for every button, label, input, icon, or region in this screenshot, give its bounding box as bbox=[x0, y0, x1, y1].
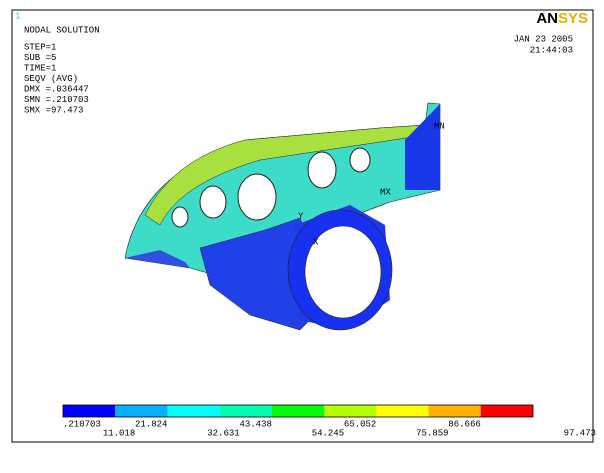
result-title: NODAL SOLUTION bbox=[24, 25, 100, 35]
legend-label: 75.859 bbox=[416, 428, 448, 438]
legend-frame bbox=[62, 404, 534, 418]
legend-band bbox=[324, 405, 377, 417]
time: 21:44:03 bbox=[530, 45, 573, 55]
hole bbox=[307, 151, 337, 189]
date: JAN 23 2005 bbox=[514, 34, 573, 44]
hole bbox=[237, 173, 277, 221]
info-line: TIME=1 bbox=[24, 63, 56, 73]
logo-suffix: SYS bbox=[558, 10, 588, 27]
hole bbox=[199, 185, 227, 219]
cylinder-bore bbox=[304, 225, 382, 319]
legend-label: .210703 bbox=[63, 419, 101, 429]
legend-band bbox=[63, 405, 116, 417]
legend-band bbox=[167, 405, 220, 417]
legend-label: 43.438 bbox=[239, 419, 271, 429]
info-line: SUB =5 bbox=[24, 53, 56, 63]
legend-band bbox=[115, 405, 168, 417]
hole bbox=[349, 147, 371, 173]
tab bbox=[405, 104, 440, 190]
max-label: MX bbox=[380, 187, 391, 197]
info-line: SMX =97.473 bbox=[24, 105, 83, 115]
legend-label: 54.245 bbox=[312, 428, 344, 438]
hole bbox=[171, 206, 189, 228]
logo-prefix: AN bbox=[536, 10, 558, 27]
legend-band bbox=[219, 405, 272, 417]
min-label: MN bbox=[434, 121, 445, 131]
viewport-label: 1 bbox=[15, 11, 20, 21]
legend-band bbox=[480, 405, 533, 417]
model: Y X MX MN bbox=[124, 102, 445, 331]
legend-label: 97.473 bbox=[564, 428, 596, 438]
legend-label: 65.052 bbox=[344, 419, 376, 429]
tip bbox=[125, 250, 190, 268]
legend-band bbox=[428, 405, 481, 417]
legend-label: 86.666 bbox=[448, 419, 480, 429]
info-line: SEQV (AVG) bbox=[24, 74, 78, 84]
legend-band bbox=[271, 405, 325, 417]
legend-label: 32.631 bbox=[207, 428, 239, 438]
legend-label: 21.824 bbox=[135, 419, 167, 429]
axis-y-label: Y bbox=[298, 211, 304, 221]
info-line: DMX =.036447 bbox=[24, 84, 89, 94]
legend-label: 11.018 bbox=[103, 428, 135, 438]
info-line: STEP=1 bbox=[24, 42, 56, 52]
info-line: SMN =.210703 bbox=[24, 95, 89, 105]
axis-x-label: X bbox=[313, 237, 319, 247]
legend-band bbox=[376, 405, 429, 417]
